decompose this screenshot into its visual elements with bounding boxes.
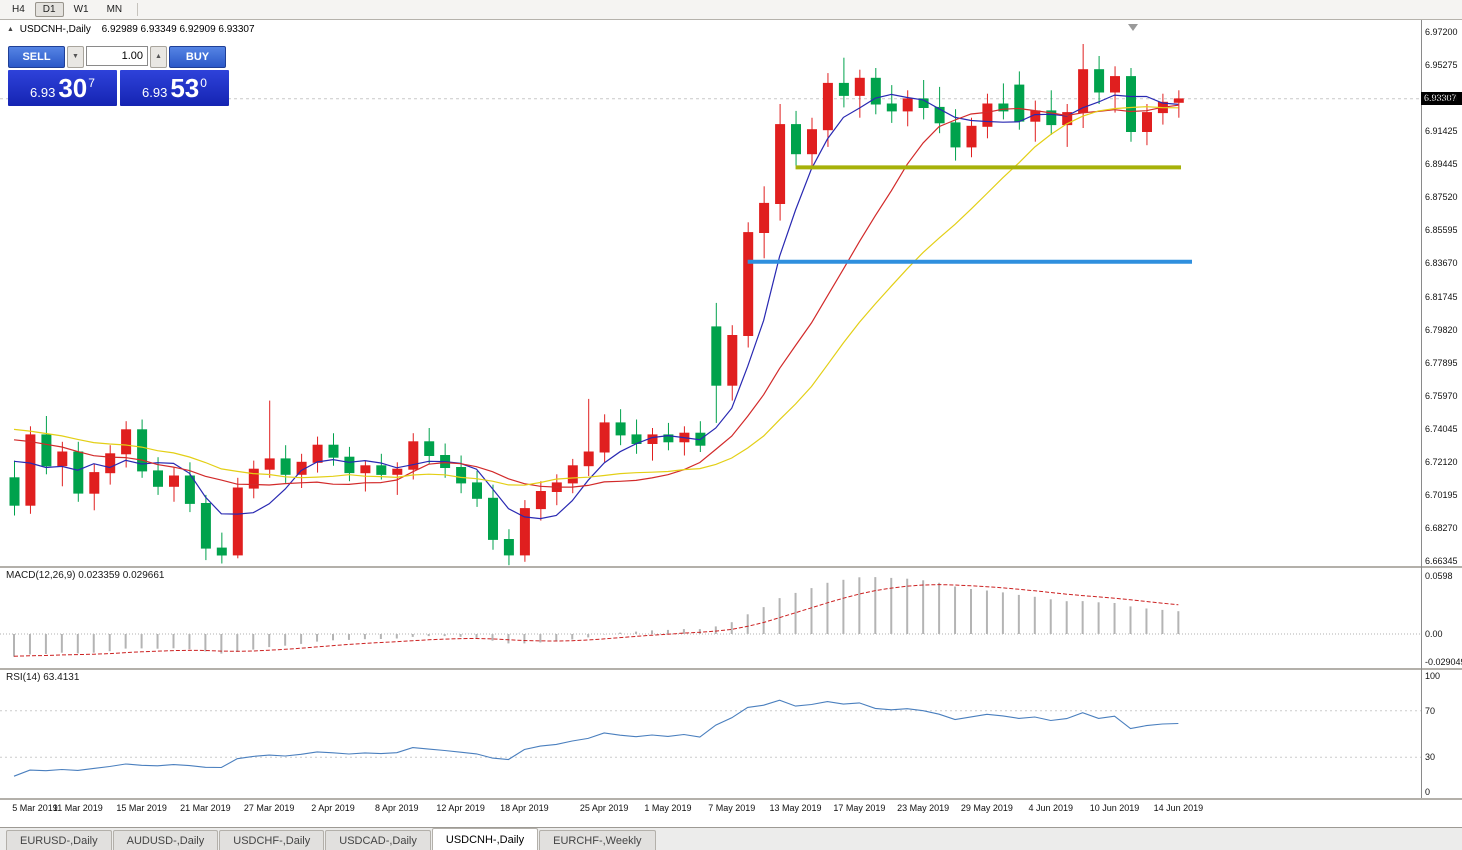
timeframe-group: H4 D1 W1 MN [4,2,132,17]
date-axis-label: 21 Mar 2019 [180,803,231,813]
date-axis-label: 4 Jun 2019 [1028,803,1074,813]
date-axis-label: 15 Mar 2019 [116,803,167,813]
date-axis-label: 27 Mar 2019 [243,803,295,813]
date-axis-label: 11 Mar 2019 [52,803,103,813]
timeframe-button-w1[interactable]: W1 [73,4,89,15]
chart-tab-eurusd-daily[interactable]: EURUSD-,Daily [6,830,112,850]
buy-button[interactable]: BUY [169,46,226,68]
volume-down-button[interactable]: ▼ [67,46,84,68]
buy-price-point: 0 [200,75,207,90]
chart-tab-audusd-daily[interactable]: AUDUSD-,Daily [112,830,219,850]
price-axis-label: 6.72120 [1425,456,1458,467]
macd-indicator-label: MACD(12,26,9) 0.023359 0.029661 [6,570,165,581]
timeframe-button-mn[interactable]: MN [106,4,123,15]
symbol-period-label: USDCNH-,Daily [19,24,91,35]
price-axis-label: 6.77895 [1425,357,1458,368]
sell-quote-display: 6.93 30 7 [8,70,117,106]
price-axis-label: 6.66345 [1425,556,1458,566]
price-axis-label: 6.70195 [1425,489,1458,500]
date-axis-label: 12 Apr 2019 [436,803,485,813]
date-axis-label: 8 Apr 2019 [375,803,419,813]
chart-tab-usdcnh-daily[interactable]: USDCNH-,Daily [431,828,539,850]
sell-price-base: 6.93 [30,85,56,100]
price-axis-label: 6.87520 [1425,192,1458,203]
date-axis-splitter [0,798,1462,800]
rsi-axis-label: 70 [1425,706,1436,716]
date-axis-label: 23 May 2019 [897,803,950,813]
date-axis-label: 29 May 2019 [960,803,1013,813]
price-axis-label: 6.79820 [1425,324,1458,335]
timeframe-button-d1[interactable]: D1 [34,2,64,17]
price-axis-label: 6.83670 [1425,258,1458,269]
chart-tab-bar: EURUSD-,Daily AUDUSD-,Daily USDCHF-,Daily U… [0,827,1462,850]
chart-title: ▲ USDCNH-,Daily 6.92989 6.93349 6.92909 … [7,24,255,35]
date-axis-label: 17 May 2019 [833,803,886,813]
macd-panel-surface[interactable] [0,568,1421,668]
date-axis-label: 14 Jun 2019 [1153,803,1204,813]
chart-shift-marker-icon[interactable] [1128,24,1138,31]
volume-up-button[interactable]: ▲ [150,46,167,68]
date-axis[interactable]: 5 Mar 2019 11 Mar 2019 15 Mar 2019 21 Mar 2… [0,800,1421,824]
price-axis-label: 6.74045 [1425,423,1458,434]
sell-button[interactable]: SELL [8,46,65,68]
date-axis-label: 10 Jun 2019 [1089,803,1140,813]
date-axis-label: 13 May 2019 [769,803,822,813]
one-click-trading-panel: SELL ▼ ▲ BUY 6.93 30 7 6.93 53 0 [8,46,230,106]
buy-price-base: 6.93 [142,85,168,100]
macd-axis-label: -0.029049 [1425,657,1462,667]
ohlc-values: 6.92989 6.93349 6.92909 6.93307 [101,24,255,35]
price-axis-label: 6.75970 [1425,390,1458,401]
rsi-panel-splitter[interactable] [0,668,1462,670]
chart-tab-usdchf-daily[interactable]: USDCHF-,Daily [219,830,325,850]
date-axis-label: 5 Mar 2019 [12,803,58,813]
date-axis-label: 2 Apr 2019 [311,803,355,813]
price-axis-line [1421,20,1422,798]
date-axis-label: 18 Apr 2019 [500,803,549,813]
sell-price-point: 7 [88,75,95,90]
main-chart-surface[interactable] [0,20,1421,566]
toolbar-separator [137,3,139,16]
price-axis-label: 6.95275 [1425,60,1458,71]
rsi-axis-label: 30 [1425,752,1436,762]
sell-price-pips: 30 [58,73,88,103]
price-axis-label: 6.97200 [1425,27,1458,37]
rsi-indicator-label: RSI(14) 63.4131 [6,672,80,683]
macd-axis-label: 0.0598 [1425,571,1453,581]
chart-tab-eurchf-weekly[interactable]: EURCHF-,Weekly [539,830,656,850]
buy-quote-display: 6.93 53 0 [120,70,229,106]
rsi-axis-label: 100 [1425,671,1441,681]
price-axis-label: 6.91425 [1425,126,1458,137]
date-axis-label: 1 May 2019 [644,803,692,813]
macd-panel-splitter[interactable] [0,566,1462,568]
rsi-panel-surface[interactable] [0,670,1421,798]
symbol-marker-icon: ▲ [7,26,14,33]
price-axis-label: 6.81745 [1425,291,1458,302]
timeframe-button-h4[interactable]: H4 [12,4,25,15]
macd-axis-label: 0.00 [1425,629,1443,639]
buy-price-pips: 53 [170,73,200,103]
current-price-tag: 6.93307 [1421,92,1462,105]
date-axis-label: 25 Apr 2019 [579,803,629,813]
price-axis-label: 6.68270 [1425,522,1458,533]
price-axis-label: 6.85595 [1425,225,1458,236]
date-axis-label: 7 May 2019 [708,803,756,813]
chart-tab-usdcad-daily[interactable]: USDCAD-,Daily [325,830,431,850]
rsi-axis-label: 0 [1425,787,1431,797]
timeframe-toolbar: H4 D1 W1 MN [0,0,1462,20]
volume-input[interactable] [86,46,148,66]
price-axis-label: 6.89445 [1425,159,1458,170]
